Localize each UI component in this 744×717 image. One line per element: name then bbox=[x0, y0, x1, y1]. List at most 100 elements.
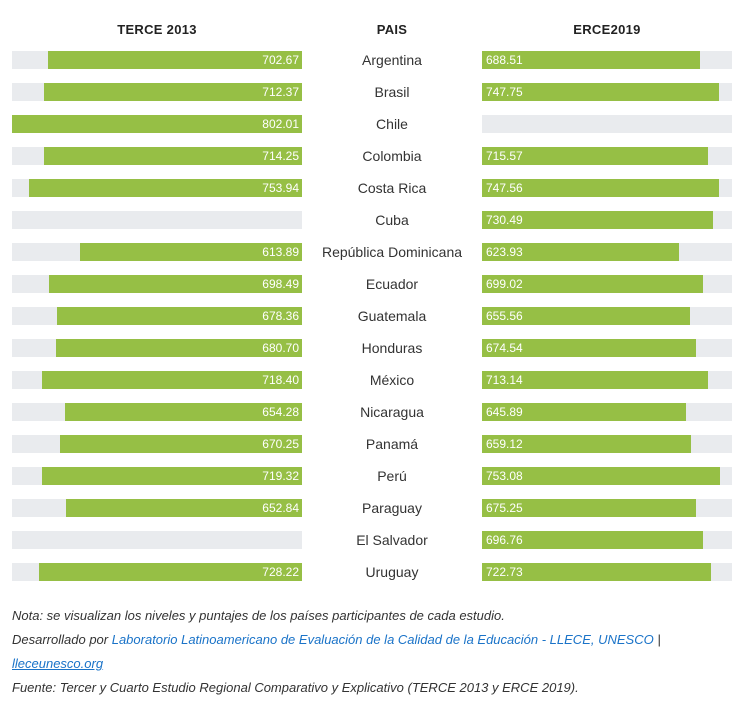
terce-track bbox=[12, 211, 302, 229]
row-nicaragua: 654.28 Nicaragua 645.89 bbox=[0, 403, 744, 421]
row-ecuador: 698.49 Ecuador 699.02 bbox=[0, 275, 744, 293]
terce-track: 712.37 bbox=[12, 83, 302, 101]
note-text: Nota: se visualizan los niveles y puntaj… bbox=[12, 608, 505, 623]
erce-track: 715.57 bbox=[482, 147, 732, 165]
terce-track: 698.49 bbox=[12, 275, 302, 293]
terce-value-label: 654.28 bbox=[262, 405, 299, 419]
row-el-salvador: El Salvador 696.76 bbox=[0, 531, 744, 549]
erce-track: 659.12 bbox=[482, 435, 732, 453]
erce-value-label: 688.51 bbox=[486, 53, 523, 67]
terce-track: 714.25 bbox=[12, 147, 302, 165]
erce-track: 722.73 bbox=[482, 563, 732, 581]
terce-bar[interactable] bbox=[12, 115, 302, 133]
erce-track: 675.25 bbox=[482, 499, 732, 517]
erce-track: 688.51 bbox=[482, 51, 732, 69]
erce-bar[interactable] bbox=[482, 371, 708, 389]
country-label: República Dominicana bbox=[321, 244, 463, 260]
terce-bar[interactable] bbox=[43, 147, 302, 165]
erce-bar[interactable] bbox=[482, 435, 691, 453]
credits-prefix: Desarrollado por bbox=[12, 632, 112, 647]
terce-value-label: 680.70 bbox=[262, 341, 299, 355]
row-argentina: 702.67 Argentina 688.51 bbox=[0, 51, 744, 69]
country-label: México bbox=[369, 372, 415, 388]
erce-track: 696.76 bbox=[482, 531, 732, 549]
country-label: El Salvador bbox=[356, 532, 428, 548]
terce-bar[interactable] bbox=[47, 51, 302, 69]
site-line: lleceunesco.org bbox=[12, 652, 737, 676]
erce-bar[interactable] bbox=[482, 83, 719, 101]
country-label: Argentina bbox=[362, 52, 422, 68]
terce-bar[interactable] bbox=[56, 307, 302, 325]
erce-track bbox=[482, 115, 732, 133]
erce-bar[interactable] bbox=[482, 275, 704, 293]
terce-value-label: 719.32 bbox=[262, 469, 299, 483]
terce-track: 802.01 bbox=[12, 115, 302, 133]
terce-value-label: 714.25 bbox=[262, 149, 299, 163]
erce-bar[interactable] bbox=[482, 179, 719, 197]
erce-value-label: 655.56 bbox=[486, 309, 523, 323]
erce-track: 699.02 bbox=[482, 275, 732, 293]
erce-bar[interactable] bbox=[482, 403, 687, 421]
terce-bar[interactable] bbox=[44, 83, 302, 101]
erce-value-label: 645.89 bbox=[486, 405, 523, 419]
erce-bar[interactable] bbox=[482, 563, 711, 581]
erce-bar[interactable] bbox=[482, 339, 696, 357]
terce-bar[interactable] bbox=[29, 179, 302, 197]
terce-value-label: 712.37 bbox=[262, 85, 299, 99]
terce-track: 728.22 bbox=[12, 563, 302, 581]
erce-track: 747.75 bbox=[482, 83, 732, 101]
erce-value-label: 722.73 bbox=[486, 565, 523, 579]
terce-track: 719.32 bbox=[12, 467, 302, 485]
terce-track: 652.84 bbox=[12, 499, 302, 517]
erce-value-label: 675.25 bbox=[486, 501, 523, 515]
erce-bar[interactable] bbox=[482, 499, 696, 517]
erce-track: 645.89 bbox=[482, 403, 732, 421]
terce-value-label: 753.94 bbox=[262, 181, 299, 195]
header-pais: PAIS bbox=[376, 22, 408, 37]
terce-value-label: 702.67 bbox=[262, 53, 299, 67]
country-label: Nicaragua bbox=[360, 404, 424, 420]
terce-value-label: 698.49 bbox=[262, 277, 299, 291]
row-chile: 802.01 Chile bbox=[0, 115, 744, 133]
terce-value-label: 613.89 bbox=[262, 245, 299, 259]
erce-track: 713.14 bbox=[482, 371, 732, 389]
terce-bar[interactable] bbox=[49, 275, 302, 293]
erce-value-label: 699.02 bbox=[486, 277, 523, 291]
erce-value-label: 753.08 bbox=[486, 469, 523, 483]
erce-bar[interactable] bbox=[482, 243, 680, 261]
terce-bar[interactable] bbox=[55, 339, 302, 357]
terce-track: 670.25 bbox=[12, 435, 302, 453]
country-label: Ecuador bbox=[365, 276, 419, 292]
terce-track: 753.94 bbox=[12, 179, 302, 197]
terce-bar[interactable] bbox=[65, 499, 302, 517]
terce-bar[interactable] bbox=[80, 243, 302, 261]
terce-bar[interactable] bbox=[42, 371, 302, 389]
terce-track bbox=[12, 531, 302, 549]
erce-bar[interactable] bbox=[482, 211, 714, 229]
llece-link[interactable]: Laboratorio Latinoamericano de Evaluació… bbox=[111, 632, 654, 647]
terce-bar[interactable] bbox=[38, 563, 302, 581]
terce-value-label: 718.40 bbox=[262, 373, 299, 387]
erce-bar[interactable] bbox=[482, 307, 690, 325]
country-label: Cuba bbox=[375, 212, 409, 228]
header-erce-2019: ERCE2019 bbox=[573, 22, 641, 37]
site-link[interactable]: lleceunesco.org bbox=[12, 656, 104, 671]
terce-value-label: 652.84 bbox=[262, 501, 299, 515]
row-panama: 670.25 Panamá 659.12 bbox=[0, 435, 744, 453]
row-brasil: 712.37 Brasil 747.75 bbox=[0, 83, 744, 101]
erce-value-label: 696.76 bbox=[486, 533, 523, 547]
erce-bar[interactable] bbox=[482, 51, 700, 69]
erce-bar[interactable] bbox=[482, 467, 721, 485]
terce-value-label: 802.01 bbox=[262, 117, 299, 131]
terce-bar[interactable] bbox=[59, 435, 302, 453]
country-label: Paraguay bbox=[362, 500, 422, 516]
country-label: Chile bbox=[376, 116, 408, 132]
erce-bar[interactable] bbox=[482, 147, 709, 165]
header-terce-2013: TERCE 2013 bbox=[117, 22, 197, 37]
terce-track: 613.89 bbox=[12, 243, 302, 261]
terce-bar[interactable] bbox=[65, 403, 302, 421]
terce-track: 702.67 bbox=[12, 51, 302, 69]
terce-bar[interactable] bbox=[41, 467, 302, 485]
erce-bar[interactable] bbox=[482, 531, 703, 549]
terce-value-label: 670.25 bbox=[262, 437, 299, 451]
